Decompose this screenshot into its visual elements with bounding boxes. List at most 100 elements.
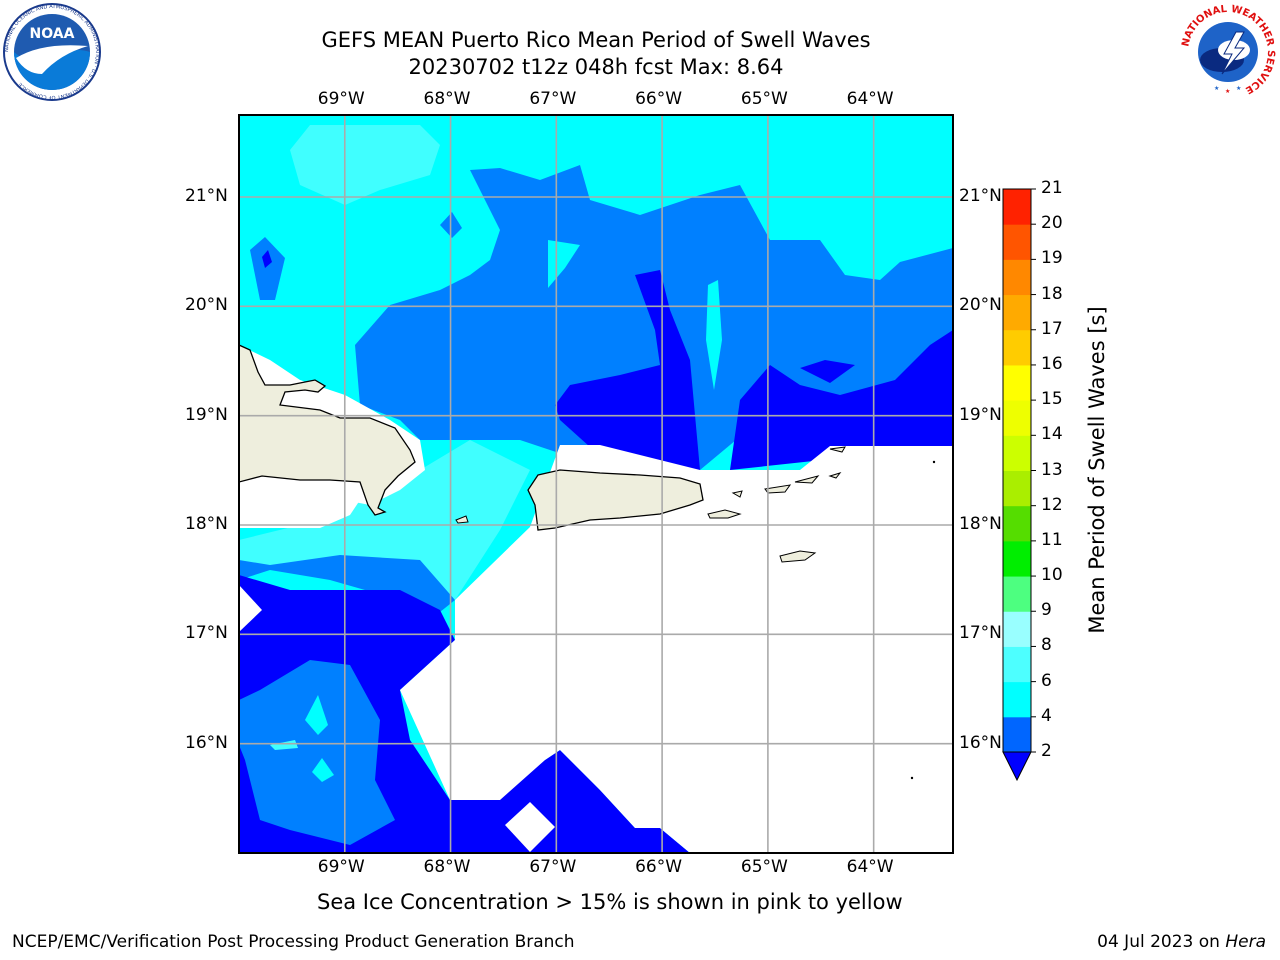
lat-tick-label-right: 19°N	[959, 404, 1002, 425]
colorbar-segment	[1003, 294, 1031, 331]
colorbar-tick-label: 15	[1041, 389, 1063, 410]
star-icon: ★	[1236, 85, 1241, 92]
contour-band-2-4	[555, 270, 700, 470]
colorbar-tick-label: 18	[1041, 283, 1063, 304]
contour-band-8plus	[270, 740, 298, 750]
colorbar-segment	[1003, 576, 1031, 612]
lon-tick-label-top: 69°W	[317, 89, 365, 109]
contour-band-8plus	[239, 440, 530, 600]
noaa-logo-text: NOAA	[30, 26, 75, 42]
lat-tick-label-left: 19°N	[185, 404, 228, 425]
lon-tick-label-bottom: 66°W	[635, 857, 683, 877]
culebra-land	[731, 490, 743, 498]
hispaniola-land	[239, 344, 416, 516]
virgin-islands-land	[828, 472, 842, 479]
colorbar-tick-label: 4	[1041, 705, 1052, 726]
colorbar-segment	[1003, 540, 1031, 577]
lat-tick-label-left: 18°N	[185, 514, 228, 534]
contour-band-8plus	[290, 125, 440, 205]
colorbar-segment	[1003, 611, 1031, 647]
footer-host: Hera	[1225, 932, 1266, 952]
lon-tick-label-bottom: 65°W	[740, 857, 788, 877]
islet	[910, 776, 914, 780]
lat-tick-label-left: 17°N	[185, 623, 228, 644]
nodata-region	[400, 445, 953, 853]
lon-tick-label-top: 68°W	[423, 89, 471, 109]
contour-band-2-4	[262, 250, 272, 268]
colorbar-segment	[1003, 400, 1031, 436]
footer-right: 04 Jul 2023 on Hera	[1097, 932, 1266, 952]
lat-tick-label-right: 17°N	[959, 623, 1002, 644]
chart-subtitle: 20230702 t12z 048h fcst Max: 8.64	[408, 55, 784, 79]
colorbar-tick-label: 17	[1041, 318, 1063, 339]
colorbar-segment	[1003, 505, 1031, 542]
islet	[932, 460, 936, 464]
mona-island-land	[455, 515, 469, 524]
chart-title: GEFS MEAN Puerto Rico Mean Period of Swe…	[321, 28, 871, 52]
lat-tick-label-right: 21°N	[959, 186, 1002, 206]
contour-band-2-4	[730, 330, 953, 470]
lat-tick-label-right: 20°N	[959, 295, 1002, 316]
colorbar-tick-label: 12	[1041, 494, 1063, 515]
colorbar-tick-label: 13	[1041, 459, 1063, 480]
lon-tick-label-top: 66°W	[635, 89, 683, 109]
virgin-islands-land	[764, 484, 792, 494]
colorbar-tick-label: 19	[1041, 248, 1063, 269]
virgin-islands-land	[794, 475, 820, 484]
colorbar-segment	[1003, 259, 1031, 296]
colorbar-tick-label: 9	[1041, 600, 1052, 621]
noaa-logo: NATIONAL OCEANIC AND ATMOSPHERIC ADMINIS…	[3, 3, 101, 101]
lat-tick-label-left: 21°N	[185, 186, 228, 206]
contour-band-2-4	[800, 360, 855, 383]
nws-logo: NATIONAL WEATHER SERVICE ★ ★ ★	[1180, 4, 1276, 100]
colorbar-tick-label: 2	[1041, 741, 1052, 761]
colorbar-tick-label: 8	[1041, 635, 1052, 656]
contour-band-4-6	[250, 237, 285, 300]
colorbar-label: Mean Period of Swell Waves [s]	[1085, 306, 1109, 634]
lon-tick-label-top: 65°W	[740, 89, 788, 109]
colorbar-tick-label: 21	[1041, 178, 1063, 198]
star-icon: ★	[1225, 88, 1230, 95]
vieques-land	[707, 509, 742, 519]
colorbar-segment	[1003, 716, 1031, 753]
footer-date: 04 Jul 2023 on	[1097, 932, 1226, 952]
footer-left: NCEP/EMC/Verification Post Processing Pr…	[12, 932, 575, 952]
colorbar-tick-label: 16	[1041, 353, 1063, 374]
colorbar-segment	[1003, 189, 1031, 225]
lon-tick-label-bottom: 68°W	[423, 857, 471, 877]
lon-tick-label-top: 64°W	[846, 89, 894, 109]
lon-tick-label-bottom: 67°W	[529, 857, 577, 877]
colorbar-segment	[1003, 470, 1031, 507]
puerto-rico-land	[527, 469, 704, 531]
lat-tick-label-right: 18°N	[959, 514, 1002, 534]
colorbar-tick-label: 14	[1041, 424, 1063, 445]
lon-tick-label-bottom: 64°W	[846, 857, 894, 877]
colorbar-tick-label: 6	[1041, 670, 1052, 691]
st-croix-land	[779, 550, 817, 563]
colorbar-tick-label: 10	[1041, 565, 1063, 586]
colorbar	[1002, 188, 1036, 782]
colorbar-tick-label: 20	[1041, 213, 1063, 234]
colorbar-extend-min	[1002, 751, 1032, 782]
contour-band-6-8	[305, 695, 328, 735]
lon-tick-label-bottom: 69°W	[317, 857, 365, 877]
swell-period-contours	[239, 115, 953, 853]
map-frame	[238, 114, 954, 854]
star-icon: ★	[1214, 85, 1219, 92]
colorbar-segment	[1003, 681, 1031, 718]
nodata-region	[239, 585, 262, 632]
lat-tick-label-right: 16°N	[959, 732, 1002, 753]
colorbar-segment	[1003, 646, 1031, 683]
contour-band-4-6	[239, 660, 395, 845]
sea-ice-note: Sea Ice Concentration > 15% is shown in …	[317, 890, 903, 914]
lat-tick-label-left: 20°N	[185, 295, 228, 316]
contour-band-6-8	[312, 758, 334, 782]
colorbar-segment	[1003, 329, 1031, 366]
colorbar-tick-label: 11	[1041, 529, 1063, 550]
colorbar-segment	[1003, 435, 1031, 471]
contour-band-6-8	[706, 280, 722, 390]
colorbar-segment	[1003, 364, 1031, 401]
nodata-region	[505, 802, 555, 852]
colorbar-segment	[1003, 224, 1031, 260]
